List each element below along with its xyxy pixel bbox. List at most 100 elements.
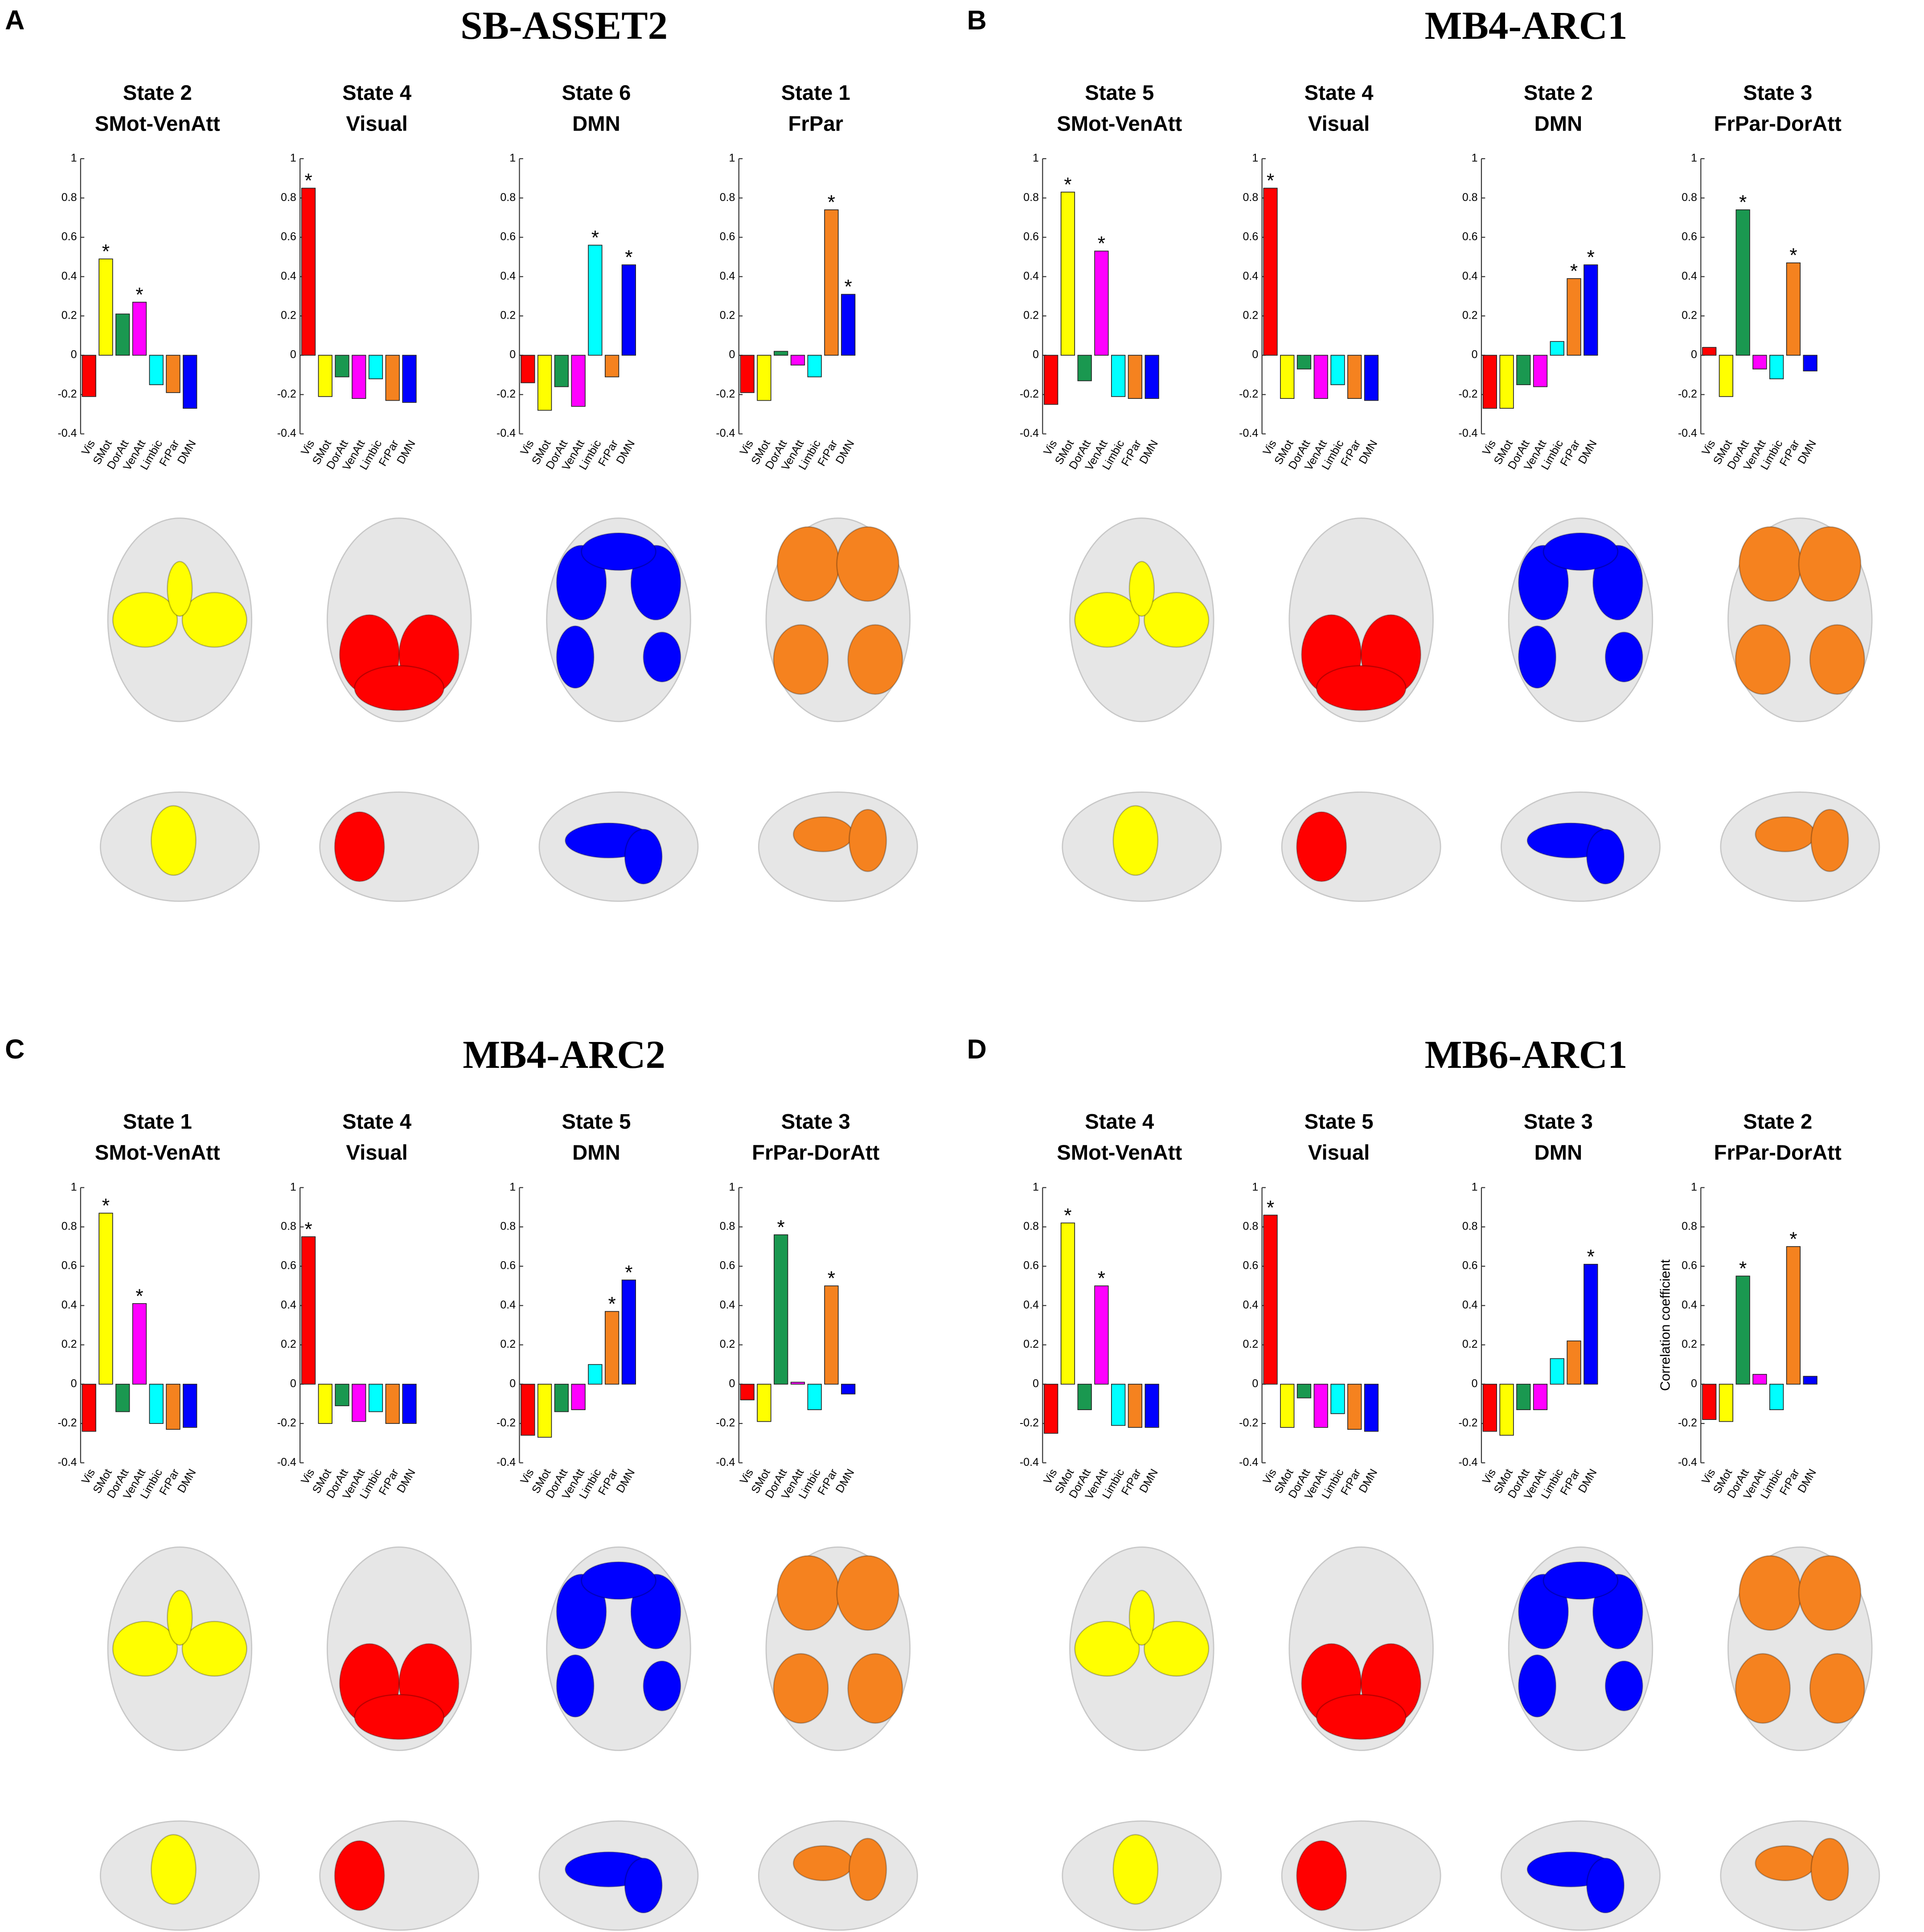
brain-region	[1074, 1620, 1140, 1677]
chart-title: State 4	[342, 81, 412, 105]
y-tick-label: -0.2	[57, 388, 77, 400]
bar	[1111, 355, 1126, 397]
brain-region	[354, 1694, 445, 1740]
y-tick-label: 0.4	[62, 1299, 77, 1311]
y-tick-label: 0	[290, 1377, 296, 1390]
bar	[774, 351, 788, 356]
y-tick-label: 1	[71, 1181, 77, 1193]
brain-region	[1112, 1834, 1159, 1905]
bar	[774, 1234, 788, 1385]
brain-region	[1316, 1694, 1407, 1740]
chart-subtitle: DMN	[572, 1141, 620, 1165]
y-tick-label: 1	[1472, 152, 1478, 164]
y-tick-label: 0.2	[1682, 309, 1697, 321]
bar	[1769, 355, 1784, 379]
significance-star: *	[1267, 1197, 1274, 1218]
y-tick-label: 1	[1691, 1181, 1697, 1193]
y-tick-label: 0.2	[1243, 1338, 1259, 1350]
y-tick-label: -0.4	[1239, 427, 1258, 439]
bar	[1752, 355, 1767, 369]
brain-region	[1809, 624, 1865, 695]
brain-region	[1296, 1840, 1347, 1911]
chart-subtitle: FrPar-DorAtt	[1714, 112, 1842, 135]
brain-region	[112, 1620, 178, 1677]
bar	[1145, 355, 1159, 399]
bar	[1094, 250, 1109, 356]
significance-star: *	[1789, 245, 1797, 267]
panel-title: SB-ASSET2	[460, 4, 668, 48]
y-tick-label: 0	[1691, 1377, 1697, 1390]
brain-outline	[107, 517, 253, 722]
bar	[1094, 1285, 1109, 1385]
y-tick-label: 0.4	[1243, 270, 1259, 282]
bar	[1060, 1222, 1075, 1385]
brain-region	[643, 1660, 681, 1711]
y-tick-label: 0.6	[720, 230, 735, 243]
bar	[1296, 1383, 1312, 1399]
brain-region	[836, 526, 900, 602]
bar	[1330, 1383, 1345, 1414]
chart-subtitle: DMN	[572, 112, 620, 135]
y-tick-label: 0.8	[281, 191, 296, 204]
panel-title: MB4-ARC1	[1425, 4, 1628, 48]
bar	[604, 355, 619, 377]
brain-region	[1074, 592, 1140, 648]
significance-star: *	[135, 284, 143, 306]
y-tick-label: -0.4	[496, 1456, 516, 1468]
y-tick-label: 0.2	[1023, 1338, 1039, 1350]
brain-region	[354, 665, 445, 711]
y-tick-label: 0.6	[1023, 230, 1039, 243]
bar	[115, 313, 130, 356]
brain-region	[776, 1555, 840, 1631]
bar	[1719, 1383, 1734, 1422]
bar	[1533, 1383, 1548, 1410]
y-tick-label: 0.4	[281, 270, 296, 282]
bar	[1060, 192, 1075, 356]
significance-star: *	[591, 227, 599, 249]
brain-region	[624, 1858, 663, 1914]
bar	[166, 355, 181, 393]
significance-star: *	[1064, 174, 1071, 196]
y-tick-label: -0.4	[716, 1456, 735, 1468]
brain-region	[1809, 1653, 1865, 1724]
bar	[554, 1383, 569, 1412]
brain-region	[334, 811, 385, 882]
y-tick-label: 1	[1252, 1181, 1258, 1193]
y-tick-label: -0.4	[1020, 427, 1039, 439]
brain-region	[581, 1561, 656, 1600]
bar	[385, 1383, 400, 1424]
chart-title: State 2	[1743, 1110, 1812, 1134]
panel-title: MB6-ARC1	[1425, 1033, 1628, 1077]
y-tick-label: 0.4	[281, 1299, 296, 1311]
y-tick-label: 0	[1472, 1377, 1478, 1390]
bar	[1347, 1383, 1362, 1430]
significance-star: *	[1098, 1267, 1105, 1289]
significance-star: *	[1739, 192, 1747, 213]
significance-star: *	[777, 1216, 785, 1238]
y-tick-label: 0.2	[1243, 309, 1259, 321]
bar	[368, 355, 383, 379]
bar	[335, 355, 349, 377]
bar	[757, 355, 771, 401]
bar	[1499, 355, 1514, 409]
bar	[604, 1311, 619, 1385]
bar	[1533, 355, 1548, 387]
chart-subtitle: DMN	[1534, 112, 1583, 135]
chart-title: State 3	[1524, 1110, 1593, 1134]
y-tick-label: 0.2	[1682, 1338, 1697, 1350]
chart-subtitle: SMot-VenAtt	[1057, 1141, 1182, 1165]
brain-region	[643, 632, 681, 683]
y-tick-label: 0.8	[1243, 1220, 1259, 1233]
significance-star: *	[625, 1262, 632, 1284]
y-tick-label: 0.8	[1682, 1220, 1697, 1233]
bar	[1263, 1214, 1278, 1385]
significance-star: *	[304, 1218, 312, 1240]
y-tick-label: 0	[1472, 349, 1478, 361]
y-tick-label: 0.8	[720, 191, 735, 204]
chart-title: State 4	[1085, 1110, 1154, 1134]
brain-region	[1542, 1561, 1619, 1600]
chart-subtitle: SMot-VenAtt	[1057, 112, 1182, 135]
chart-subtitle: DMN	[1534, 1141, 1583, 1165]
y-tick-label: 0.6	[500, 230, 516, 243]
